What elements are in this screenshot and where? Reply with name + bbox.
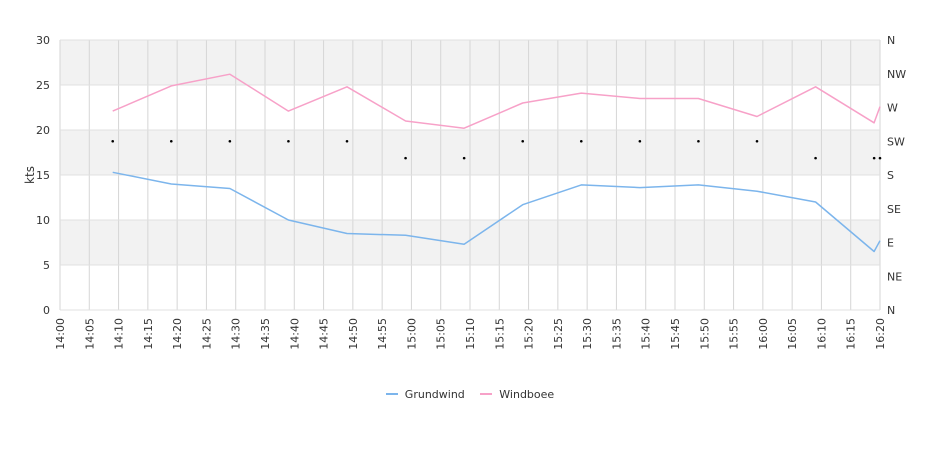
y-axis-label: kts xyxy=(23,166,37,184)
x-tick-label: 14:20 xyxy=(171,318,184,350)
y-tick-label: 25 xyxy=(36,79,50,92)
x-tick-label: 14:15 xyxy=(142,318,155,350)
x-axis-ticks: 14:00 14:05 14:10 14:15 14:20 14:25 14:30 14:35… xyxy=(54,318,887,350)
x-tick-label: 14:40 xyxy=(288,318,301,350)
direction-tick-label: E xyxy=(887,237,894,250)
direction-axis-ticks: N NE E SE S SW W NW N xyxy=(887,34,906,317)
y-tick-label: 10 xyxy=(36,214,50,227)
direction-point xyxy=(878,156,882,160)
x-tick-label: 16:00 xyxy=(757,318,770,350)
x-tick-label: 14:30 xyxy=(230,318,243,350)
series-line-windboee xyxy=(112,73,881,129)
series-line-grundwind xyxy=(112,171,881,253)
direction-point xyxy=(404,156,407,160)
direction-point xyxy=(345,139,349,143)
direction-point xyxy=(755,139,759,143)
y-tick-label: 20 xyxy=(36,124,50,137)
x-tick-label: 15:50 xyxy=(698,318,711,350)
direction-point xyxy=(287,139,290,143)
direction-tick-label: N xyxy=(887,34,895,47)
x-tick-label: 14:35 xyxy=(259,318,272,350)
x-tick-label: 15:45 xyxy=(669,318,682,350)
legend-label-windboee: Windboee xyxy=(499,387,555,401)
direction-point xyxy=(462,156,466,160)
x-tick-label: 14:10 xyxy=(113,318,126,350)
x-tick-label: 15:20 xyxy=(523,318,536,350)
legend-swatch-grundwind xyxy=(385,393,398,395)
direction-point xyxy=(872,156,876,160)
series-lines xyxy=(112,73,881,253)
y-axis-ticks: 0 5 10 15 20 25 30 xyxy=(36,34,50,317)
x-tick-label: 14:00 xyxy=(54,318,67,350)
x-tick-label: 16:05 xyxy=(786,318,799,350)
x-tick-label: 14:05 xyxy=(83,318,96,350)
direction-point xyxy=(521,139,525,143)
horizontal-grid xyxy=(60,39,880,311)
x-tick-label: 16:20 xyxy=(874,318,887,350)
x-tick-label: 14:25 xyxy=(200,318,213,350)
direction-point xyxy=(814,156,817,160)
y-tick-label: 0 xyxy=(43,304,50,317)
x-tick-label: 15:05 xyxy=(435,318,448,350)
direction-tick-label: SW xyxy=(887,135,905,148)
x-tick-label: 14:55 xyxy=(376,318,389,350)
legend-label-grundwind: Grundwind xyxy=(404,387,465,401)
legend: Grundwind Windboee xyxy=(0,385,940,401)
y-tick-label: 5 xyxy=(43,259,50,272)
legend-item-grundwind[interactable]: Grundwind xyxy=(385,387,465,401)
direction-tick-label: W xyxy=(887,102,898,115)
x-tick-label: 14:45 xyxy=(318,318,331,350)
direction-point xyxy=(697,139,700,143)
x-tick-label: 16:15 xyxy=(845,318,858,350)
legend-swatch-windboee xyxy=(480,393,493,395)
x-tick-label: 15:40 xyxy=(640,318,653,350)
direction-point xyxy=(579,139,583,143)
direction-point xyxy=(111,139,115,143)
y-tick-label: 15 xyxy=(36,169,50,182)
direction-tick-label: NW xyxy=(887,68,906,81)
x-tick-label: 16:10 xyxy=(815,318,828,350)
direction-tick-label: SE xyxy=(887,203,901,216)
x-tick-label: 15:35 xyxy=(610,318,623,350)
x-tick-label: 15:10 xyxy=(464,318,477,350)
x-tick-label: 15:15 xyxy=(493,318,506,350)
direction-tick-label: NE xyxy=(887,270,902,283)
y-tick-label: 30 xyxy=(36,34,50,47)
direction-point xyxy=(228,139,232,143)
x-tick-label: 15:55 xyxy=(728,318,741,350)
x-tick-label: 14:50 xyxy=(347,318,360,350)
direction-point xyxy=(638,139,642,143)
direction-tick-label: S xyxy=(887,169,894,182)
x-tick-label: 15:00 xyxy=(405,318,418,350)
direction-tick-label: N xyxy=(887,304,895,317)
x-tick-label: 15:25 xyxy=(552,318,565,350)
legend-item-windboee[interactable]: Windboee xyxy=(480,388,554,401)
x-tick-label: 15:30 xyxy=(581,318,594,350)
direction-point xyxy=(169,139,173,143)
direction-points xyxy=(111,139,882,160)
